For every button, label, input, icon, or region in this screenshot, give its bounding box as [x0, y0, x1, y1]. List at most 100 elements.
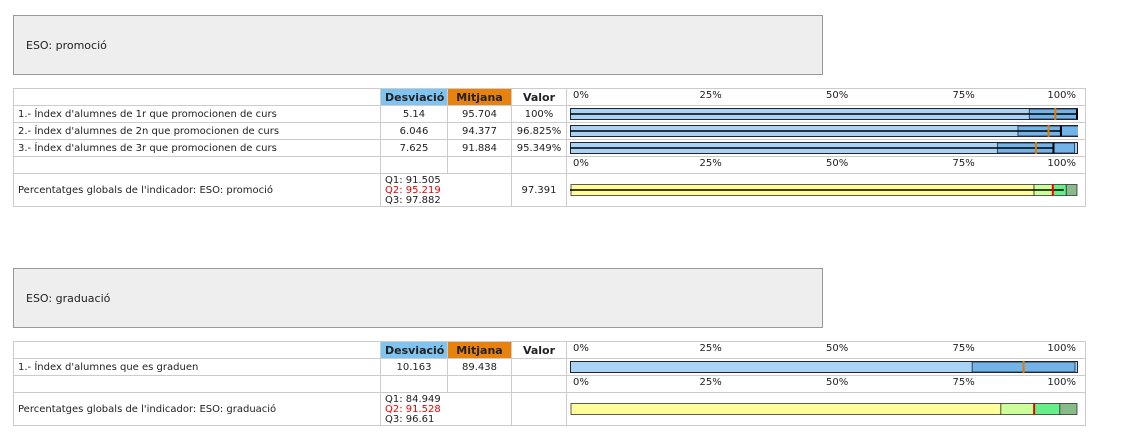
- quartile-zone: [1059, 403, 1078, 415]
- scale-label: 75%: [952, 343, 975, 354]
- bar-group: [570, 142, 1078, 154]
- global-bar-cell: [566, 392, 1086, 426]
- scale-label: 100%: [1047, 90, 1076, 101]
- valor: 95.349%: [511, 139, 567, 157]
- indicator-label: 3.- Índex d'alumnes de 3r que promocione…: [13, 139, 381, 157]
- scale-label: 25%: [699, 158, 722, 169]
- quartile-zone: [1033, 403, 1061, 415]
- desviacio: 7.625: [380, 139, 448, 157]
- blank: [13, 88, 381, 106]
- bar-cell: [566, 358, 1086, 376]
- global-valor: [511, 392, 567, 426]
- global-bar: [570, 403, 1078, 415]
- mitjana: 91.884: [447, 139, 512, 157]
- blank: [511, 156, 567, 174]
- mitjana: 89.438: [447, 358, 512, 376]
- global-label: Percentatges globals de l'indicador: ESO…: [13, 392, 381, 426]
- header-desviacio: Desviació: [380, 88, 448, 106]
- scale-label: 100%: [1047, 377, 1076, 388]
- section-title: ESO: graduació: [13, 268, 823, 328]
- global-row: Percentatges globals de l'indicador: ESO…: [13, 392, 1086, 426]
- bar-cell: [566, 122, 1086, 140]
- indicator-bar: [570, 142, 1078, 154]
- mitjana: 95.704: [447, 105, 512, 123]
- scale-label: 75%: [952, 158, 975, 169]
- scale-label: 0%: [573, 90, 589, 101]
- scale-label: 100%: [1047, 158, 1076, 169]
- scale-label: 50%: [826, 377, 849, 388]
- global-bar-cell: [566, 173, 1086, 207]
- bar-cell: [566, 105, 1086, 123]
- quartiles: Q1: 91.505 Q2: 95.219 Q3: 97.882: [380, 173, 512, 207]
- scale: 0% 25% 50% 75% 100%: [570, 90, 1082, 105]
- section: ESO: promoció Desviació Mitjana Valor 0% 25% 5…: [13, 15, 1086, 207]
- quartile-zone: [570, 403, 1002, 415]
- quartile: Q1: 84.949: [385, 394, 441, 405]
- desviacio: 5.14: [380, 105, 448, 123]
- quartile: Q1: 91.505: [385, 175, 441, 186]
- global-bar: [570, 184, 1078, 196]
- scale-label: 25%: [699, 343, 722, 354]
- indicator-row: 3.- Índex d'alumnes de 3r que promocione…: [13, 139, 1086, 157]
- scale: 0% 25% 50% 75% 100%: [570, 343, 1082, 358]
- scale-label: 75%: [952, 90, 975, 101]
- scale-label: 50%: [826, 158, 849, 169]
- scale-cell: 0% 25% 50% 75% 100%: [566, 375, 1086, 393]
- indicator-row: 2.- Índex d'alumnes de 2n que promocione…: [13, 122, 1086, 140]
- indicator-label: 1.- Índex d'alumnes de 1r que promocione…: [13, 105, 381, 123]
- indicator-label: 2.- Índex d'alumnes de 2n que promocione…: [13, 122, 381, 140]
- scale-label: 50%: [826, 343, 849, 354]
- scale-label: 25%: [699, 90, 722, 101]
- section: ESO: graduació Desviació Mitjana Valor 0% 25%…: [13, 268, 1086, 426]
- indicator-row: 1.- Índex d'alumnes que es graduen 10.163…: [13, 358, 1086, 376]
- scale-label: 0%: [573, 158, 589, 169]
- header-desviacio: Desviació: [380, 341, 448, 359]
- indicator-bar: [570, 125, 1078, 137]
- mitjana: 94.377: [447, 122, 512, 140]
- scale-row: 0% 25% 50% 75% 100%: [13, 375, 1086, 393]
- blank: [380, 375, 448, 393]
- bar-group: [570, 108, 1078, 120]
- valor: 96.825%: [511, 122, 567, 140]
- scale-label: 25%: [699, 377, 722, 388]
- desviacio: 6.046: [380, 122, 448, 140]
- scale-label: 75%: [952, 377, 975, 388]
- quartile-zone: [1065, 184, 1078, 196]
- quartiles: Q1: 84.949 Q2: 91.528 Q3: 96.61: [380, 392, 512, 426]
- indicator-bar: [570, 108, 1078, 120]
- blank: [447, 156, 512, 174]
- section-title: ESO: promoció: [13, 15, 823, 75]
- indicator-row: 1.- Índex d'alumnes de 1r que promocione…: [13, 105, 1086, 123]
- scale: 0% 25% 50% 75% 100%: [570, 158, 1082, 173]
- scale-label: 100%: [1047, 343, 1076, 354]
- quartile: Q3: 97.882: [385, 195, 441, 206]
- blank: [447, 375, 512, 393]
- scale-label: 0%: [573, 377, 589, 388]
- scale-label: 50%: [826, 90, 849, 101]
- indicator-table: Desviació Mitjana Valor 0% 25% 50% 75% 100% 1.- …: [13, 88, 1086, 207]
- scale-cell: 0% 25% 50% 75% 100%: [566, 88, 1086, 106]
- indicator-label: 1.- Índex d'alumnes que es graduen: [13, 358, 381, 376]
- header-valor: Valor: [511, 88, 567, 106]
- quartile: Q3: 96.61: [385, 414, 435, 425]
- indicator-table: Desviació Mitjana Valor 0% 25% 50% 75% 100% 1.- …: [13, 341, 1086, 426]
- scale-cell: 0% 25% 50% 75% 100%: [566, 341, 1086, 359]
- header-valor: Valor: [511, 341, 567, 359]
- quartile: Q2: 95.219: [385, 185, 441, 196]
- blank: [511, 375, 567, 393]
- header-row: Desviació Mitjana Valor 0% 25% 50% 75% 100%: [13, 341, 1086, 359]
- blank: [13, 375, 381, 393]
- indicator-bar: [570, 361, 1078, 373]
- blank: [13, 341, 381, 359]
- scale-row: 0% 25% 50% 75% 100%: [13, 156, 1086, 174]
- scale: 0% 25% 50% 75% 100%: [570, 377, 1082, 392]
- blank: [13, 156, 381, 174]
- header-mitjana: Mitjana: [447, 88, 512, 106]
- quartile-zone: [1000, 403, 1035, 415]
- blank: [380, 156, 448, 174]
- header-row: Desviació Mitjana Valor 0% 25% 50% 75% 100%: [13, 88, 1086, 106]
- bar-cell: [566, 139, 1086, 157]
- header-mitjana: Mitjana: [447, 341, 512, 359]
- valor: 100%: [511, 105, 567, 123]
